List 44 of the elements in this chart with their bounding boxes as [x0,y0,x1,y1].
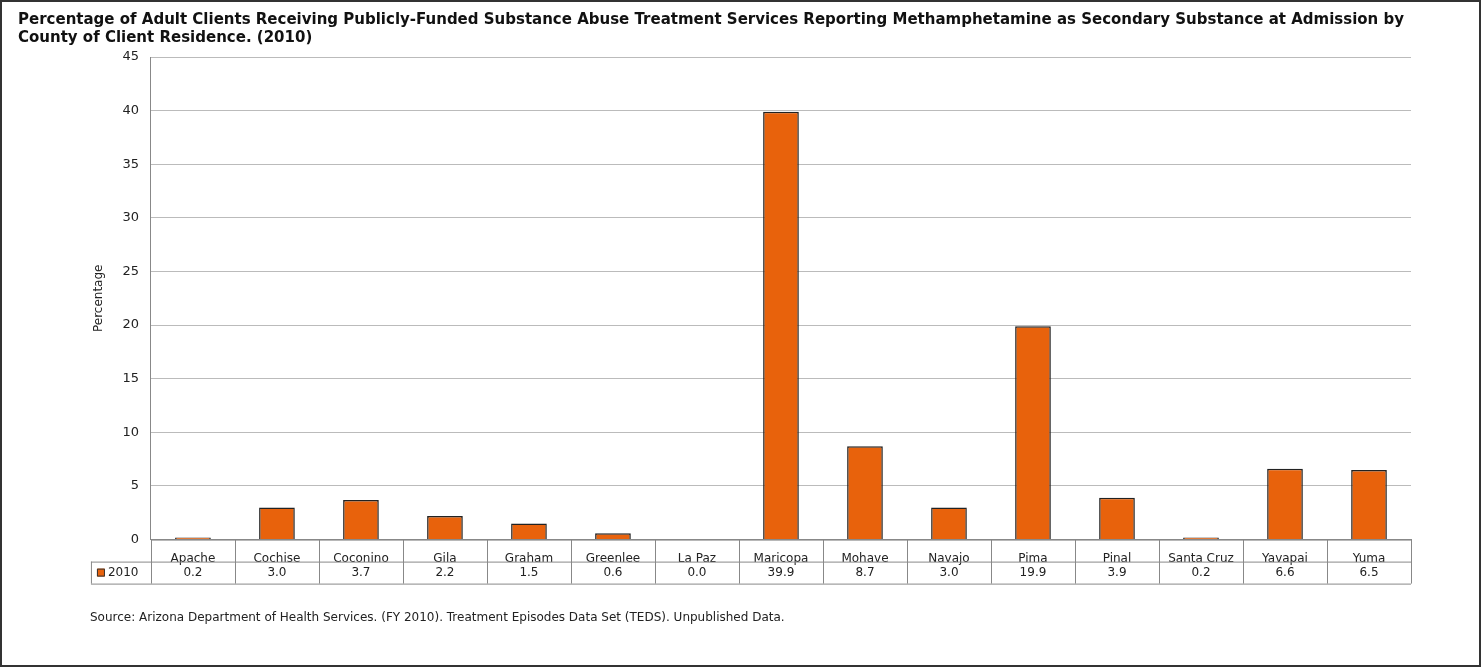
data-label: 19.9 [1019,564,1047,579]
x-tick-label: Mohave [841,550,889,565]
source-note: Source: Arizona Department of Health Services. (FY 2010). Treatment Episodes Data Set (TEDS). Unpublished Data. [90,610,785,624]
y-tick-label: 20 [122,316,139,332]
x-tick-label: Apache [170,550,216,565]
x-tick-label: Pima [1018,550,1048,565]
data-label: 2.2 [435,564,455,579]
data-label: 6.5 [1359,564,1379,579]
x-tick-label: Navajo [928,550,970,565]
y-tick-label: 25 [122,262,139,278]
data-label: 3.7 [351,564,371,579]
y-tick-label: 5 [130,477,139,493]
x-tick-label: Gila [433,550,457,565]
y-tick-label: 0 [130,530,139,546]
y-tick-label: 45 [122,48,139,64]
y-tick-label: 30 [122,209,139,225]
data-label: 39.9 [767,564,795,579]
x-tick-label: Yavapai [1261,550,1308,565]
y-tick-label: 40 [122,102,139,117]
data-label: 0.0 [687,564,707,579]
y-tick-label: 15 [122,370,139,386]
y-tick-label: 10 [122,423,139,439]
x-tick-label: Yuma [1351,550,1386,565]
data-label: 3.0 [267,564,287,579]
legend-label: 2010 [107,564,139,579]
x-tick-label: Cochise [253,550,301,565]
data-label: 3.9 [1107,564,1127,579]
data-label: 6.6 [1275,564,1295,579]
data-label: 1.5 [519,564,539,579]
data-label: 0.6 [603,564,623,579]
chart-title: Percentage of Adult Clients Receiving Publicly-Funded Substance Abuse Treatment Services Reporting Methamphetamine as Secondary Substance at Admission by County of Client Residence. (2010) [18,10,1406,46]
x-tick-label: Santa Cruz [1168,550,1234,565]
y-tick-label: 35 [122,155,139,171]
y-axis-title: Percentage [91,264,106,333]
data-label: 0.2 [183,564,203,579]
x-tick-label: Maricopa [753,550,809,565]
data-label: 8.7 [855,564,875,579]
x-tick-label: Graham [504,550,554,565]
data-label: 0.2 [1191,564,1211,579]
x-tick-label: Greenlee [585,550,641,565]
x-tick-label: La Paz [677,550,717,565]
data-label: 3.0 [939,564,959,579]
x-tick-label: Pinal [1102,550,1132,565]
x-tick-label: Coconino [333,550,389,565]
